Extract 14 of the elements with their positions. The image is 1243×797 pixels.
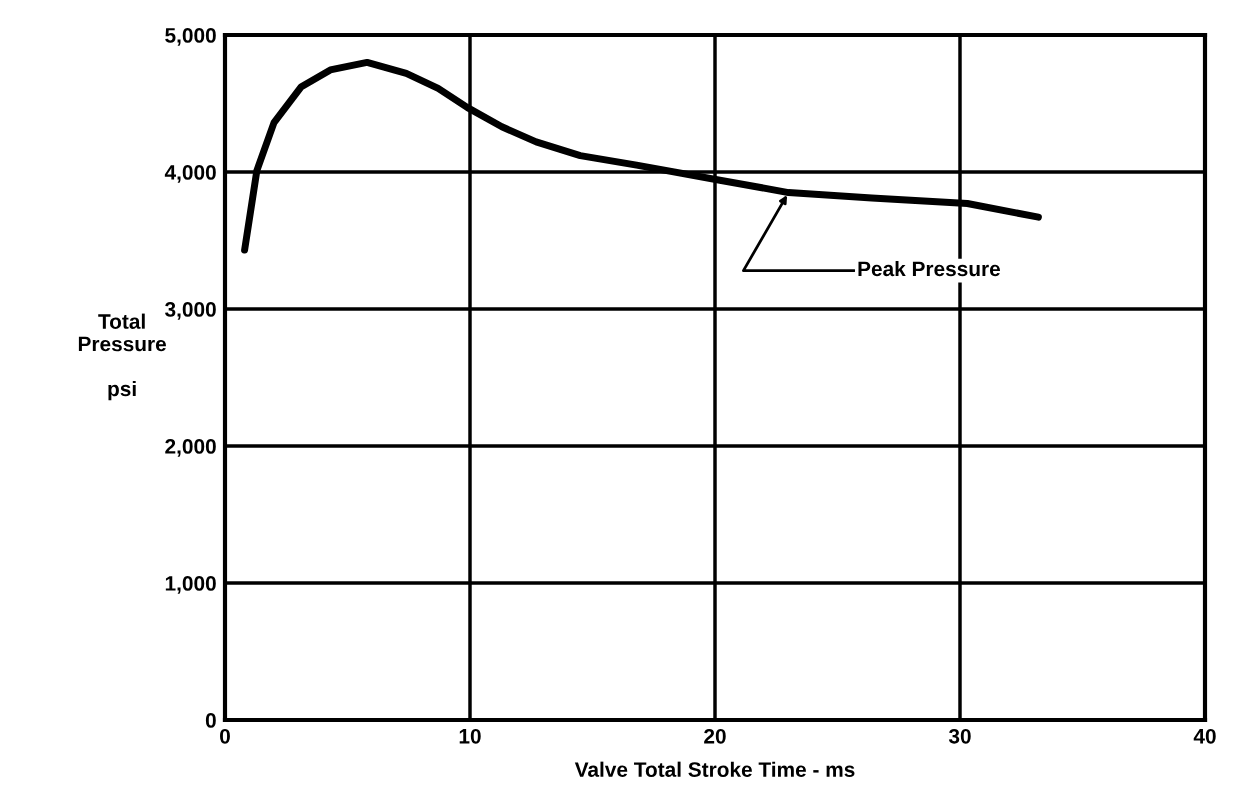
x-tick-label: 20 (704, 728, 726, 744)
y-tick-label: 2,000 (165, 439, 216, 457)
x-tick-label: 30 (948, 728, 971, 744)
x-tick-label: 0 (220, 728, 230, 744)
x-axis-title: Valve Total Stroke Time - ms (574, 761, 855, 777)
y-tick-label: 4,000 (164, 165, 216, 183)
x-tick-label: 10 (459, 728, 481, 744)
y-tick-label: 3,000 (165, 302, 216, 320)
y-tick-label: 5,000 (165, 28, 216, 46)
x-tick-label: 40 (1193, 728, 1216, 744)
annotation: Peak Pressure (858, 260, 1001, 277)
text: Total Pressure psi (78, 313, 166, 401)
y-tick-label: 0 (205, 713, 216, 728)
y-tick-label: 1,000 (165, 576, 216, 594)
